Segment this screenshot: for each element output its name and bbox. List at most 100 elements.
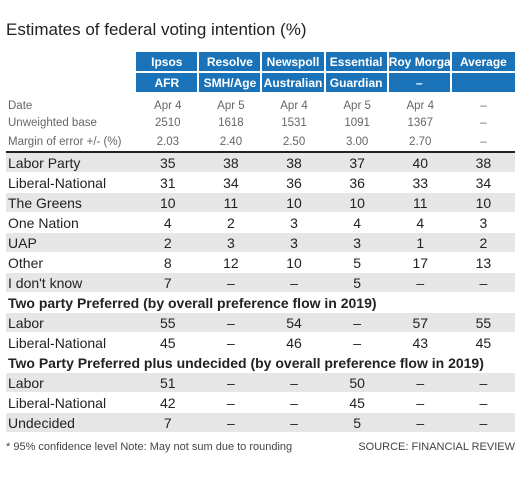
table-cell: 1367 [407, 116, 434, 129]
table-cell: – [262, 413, 326, 433]
outlet-name: AFR [136, 73, 200, 92]
table-cell: 2 [136, 233, 200, 253]
section-title: Two Party Preferred plus undecided (by o… [8, 355, 484, 371]
table-cell: – [325, 333, 389, 353]
table-row: Undecided 7– –5– – [6, 413, 515, 433]
table-cell: 3.00 [325, 132, 389, 153]
voting-intention-table: Ipsos Resolve Newspoll Essential Roy Mor… [6, 52, 515, 433]
table-cell: 36 [262, 173, 326, 193]
table-row: Liberal-National 31 34 36 36 33 34 [6, 173, 515, 193]
meta-row: Date Apr 4 Apr 5 Apr 4 Apr 5 Apr 4 – [6, 92, 515, 113]
table-cell: 38 [262, 153, 326, 173]
table-cell: 40 [388, 153, 452, 173]
table-cell: 46 [262, 333, 326, 353]
table-row: UAP 2 3 3 3 1 2 [6, 233, 515, 253]
table-cell: 57 [388, 313, 452, 333]
table-cell: 4 [388, 213, 452, 233]
row-label: One Nation [6, 213, 137, 233]
table-cell: 34 [451, 173, 515, 193]
table-cell: 2.50 [262, 132, 326, 153]
table-cell: 1091 [344, 116, 370, 129]
table-cell: 12 [199, 253, 263, 273]
table-cell: 45 [451, 333, 515, 353]
outlet-header-row: AFR SMH/Age Australian Guardian – [6, 73, 515, 92]
table-cell: – [199, 393, 263, 413]
table-cell: – [451, 373, 515, 393]
table-cell: 2 [199, 213, 263, 233]
row-label: The Greens [6, 193, 137, 213]
table-cell: 3 [451, 213, 515, 233]
table-cell: – [451, 132, 515, 153]
table-cell: 36 [325, 173, 389, 193]
table-cell: 1531 [281, 116, 307, 129]
header-blank [6, 73, 137, 92]
row-label: Margin of error +/- (%) [6, 132, 137, 153]
table-cell: – [480, 116, 487, 129]
table-cell: 8 [136, 253, 200, 273]
table-cell: 7 [136, 413, 200, 433]
outlet-name: SMH/Age [199, 73, 263, 92]
table-cell: – [199, 413, 263, 433]
row-label: Undecided [6, 413, 137, 433]
row-label: Date [8, 99, 33, 112]
table-cell: 3 [262, 213, 326, 233]
table-cell: 55 [451, 313, 515, 333]
pollster-name: Ipsos [136, 52, 200, 73]
table-cell: – [199, 333, 263, 353]
footnote: * 95% confidence level Note: May not sum… [6, 441, 293, 453]
table-cell: 5 [325, 273, 389, 293]
table-cell: 2.40 [199, 132, 263, 153]
table-cell: – [262, 393, 326, 413]
table-cell: 5 [325, 413, 389, 433]
table-cell: 3 [325, 233, 389, 253]
table-cell: – [388, 373, 452, 393]
table-cell: 43 [388, 333, 452, 353]
outlet-name: Australian [262, 73, 326, 92]
table-cell: 38 [451, 153, 515, 173]
table-cell: 10 [325, 193, 389, 213]
table-cell: – [388, 273, 452, 293]
table-cell: 31 [136, 173, 200, 193]
section-header-2pp: Two party Preferred (by overall preferen… [6, 293, 515, 313]
table-cell: – [262, 273, 326, 293]
outlet-name: Guardian [325, 73, 389, 92]
row-label: UAP [6, 233, 137, 253]
outlet-name: – [388, 73, 452, 92]
section-header-2pp-undecided: Two Party Preferred plus undecided (by o… [6, 353, 515, 373]
table-row: One Nation 4 2 3 4 4 3 [6, 213, 515, 233]
pollster-header-row: Ipsos Resolve Newspoll Essential Roy Mor… [6, 52, 515, 73]
table-cell: 33 [388, 173, 452, 193]
table-row: Other 8 12 10 5 17 13 [6, 253, 515, 273]
table-cell: 45 [136, 333, 200, 353]
table-cell: – [451, 273, 515, 293]
table-cell: 3 [262, 233, 326, 253]
row-label: Liberal-National [6, 173, 137, 193]
table-cell: – [199, 373, 263, 393]
section-title: Two party Preferred (by overall preferen… [8, 295, 377, 311]
pollster-name: Resolve [199, 52, 263, 73]
table-cell: Apr 4 [154, 99, 182, 112]
page-title: Estimates of federal voting intention (%… [6, 20, 307, 39]
table-row: Liberal-National 45–46–43 45 [6, 333, 515, 353]
table-cell: – [262, 373, 326, 393]
table-cell: 10 [136, 193, 200, 213]
table-cell: 17 [388, 253, 452, 273]
table-cell: 1 [388, 233, 452, 253]
table-cell: Apr 4 [280, 99, 308, 112]
table-row: The Greens 10 11 10 10 11 10 [6, 193, 515, 213]
table-cell: 35 [136, 153, 200, 173]
table-cell: 2.03 [136, 132, 200, 153]
table-cell: 11 [388, 193, 452, 213]
table-row: Labor Party 35 38 38 37 40 38 [6, 153, 515, 173]
table-cell: 7 [136, 273, 200, 293]
pollster-name: Essential [325, 52, 389, 73]
meta-row: Unweighted base 2510 1618 1531 1091 1367 – [6, 113, 515, 132]
pollster-name: Newspoll [262, 52, 326, 73]
table-row: Liberal-National 42– –45– – [6, 393, 515, 413]
meta-row: Margin of error +/- (%) 2.03 2.40 2.50 3.00 2… [6, 132, 515, 153]
row-label: Liberal-National [6, 393, 137, 413]
table-cell: – [199, 313, 263, 333]
table-cell: 37 [325, 153, 389, 173]
table-cell: 55 [136, 313, 200, 333]
